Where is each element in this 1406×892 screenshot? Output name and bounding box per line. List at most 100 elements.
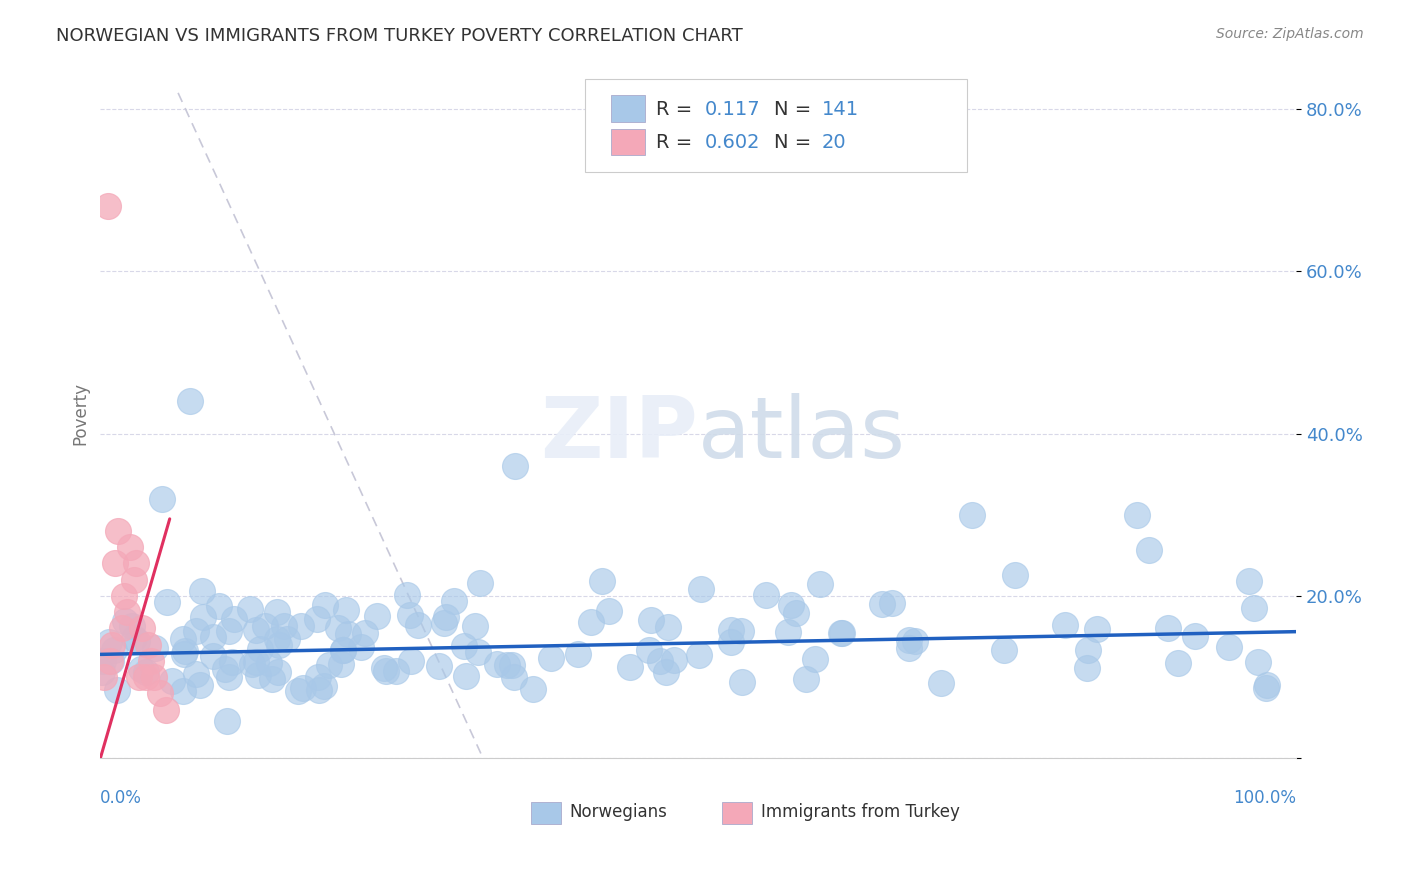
Point <box>173 647 195 661</box>
Point <box>395 588 418 602</box>
FancyBboxPatch shape <box>612 128 644 154</box>
Point <box>1085 622 1108 636</box>
Point <box>993 643 1015 657</box>
Point <box>254 619 277 633</box>
Point <box>433 615 456 630</box>
Point <box>353 625 375 640</box>
Point <box>191 584 214 599</box>
Point <box>97 634 120 648</box>
Point <box>307 670 329 684</box>
Point <box>292 681 315 695</box>
Point <box>467 645 489 659</box>
Point <box>249 642 271 657</box>
Point <box>131 621 153 635</box>
Point <box>657 620 679 634</box>
Point <box>1218 640 1240 654</box>
Point <box>91 655 114 669</box>
Point <box>1247 655 1270 669</box>
Text: Source: ZipAtlas.com: Source: ZipAtlas.com <box>1216 27 1364 41</box>
Point <box>495 658 517 673</box>
Point <box>598 604 620 618</box>
Point <box>731 675 754 690</box>
Point <box>332 643 354 657</box>
Text: R =: R = <box>657 133 699 152</box>
Point <box>373 660 395 674</box>
Point <box>443 594 465 608</box>
Point <box>136 638 159 652</box>
FancyBboxPatch shape <box>531 802 561 823</box>
Point <box>470 576 492 591</box>
Point <box>267 665 290 680</box>
Point <box>427 659 450 673</box>
Point <box>224 612 246 626</box>
Text: N =: N = <box>773 133 817 152</box>
Point <box>406 618 429 632</box>
Text: 0.117: 0.117 <box>704 100 759 119</box>
Point <box>579 615 602 629</box>
Point <box>173 644 195 658</box>
Point <box>350 640 373 655</box>
Point <box>214 662 236 676</box>
Point <box>398 608 420 623</box>
Point <box>755 588 778 602</box>
Point <box>188 678 211 692</box>
Point <box>245 623 267 637</box>
Text: 0.602: 0.602 <box>704 133 759 152</box>
Point <box>399 654 422 668</box>
Point <box>290 619 312 633</box>
Point <box>276 632 298 646</box>
Point <box>305 612 328 626</box>
Point <box>664 652 686 666</box>
Text: Norwegians: Norwegians <box>569 803 666 821</box>
FancyBboxPatch shape <box>723 802 752 823</box>
Point <box>328 621 350 635</box>
Point <box>503 459 526 474</box>
Point <box>898 641 921 656</box>
Point <box>1256 681 1278 696</box>
Point <box>172 632 194 646</box>
Point <box>257 656 280 670</box>
Y-axis label: Poverty: Poverty <box>72 382 89 445</box>
Point <box>314 598 336 612</box>
Point <box>794 672 817 686</box>
Point <box>267 639 290 653</box>
Point <box>107 524 129 538</box>
Point <box>522 681 544 696</box>
Point <box>245 655 267 669</box>
Point <box>221 656 243 670</box>
Point <box>374 664 396 678</box>
Point <box>880 596 903 610</box>
Point <box>184 667 207 681</box>
Point <box>501 657 523 672</box>
Point <box>96 199 118 213</box>
Point <box>135 670 157 684</box>
FancyBboxPatch shape <box>585 78 967 172</box>
Point <box>186 624 208 639</box>
Point <box>1126 508 1149 522</box>
Point <box>150 491 173 506</box>
Text: 0.0%: 0.0% <box>100 789 142 807</box>
Point <box>720 634 742 648</box>
Point <box>208 599 231 613</box>
Point <box>105 683 128 698</box>
Point <box>201 630 224 644</box>
Point <box>139 654 162 668</box>
Point <box>1237 574 1260 589</box>
Point <box>904 634 927 648</box>
Point <box>143 641 166 656</box>
Point <box>1139 542 1161 557</box>
Point <box>960 508 983 522</box>
FancyBboxPatch shape <box>612 95 644 121</box>
Point <box>567 648 589 662</box>
Point <box>312 679 335 693</box>
Point <box>808 577 831 591</box>
Point <box>931 676 953 690</box>
Point <box>143 670 166 684</box>
Point <box>332 643 354 657</box>
Point <box>98 654 121 668</box>
Point <box>100 654 122 668</box>
Text: 100.0%: 100.0% <box>1233 789 1296 807</box>
Point <box>366 609 388 624</box>
Point <box>101 638 124 652</box>
Point <box>688 648 710 662</box>
